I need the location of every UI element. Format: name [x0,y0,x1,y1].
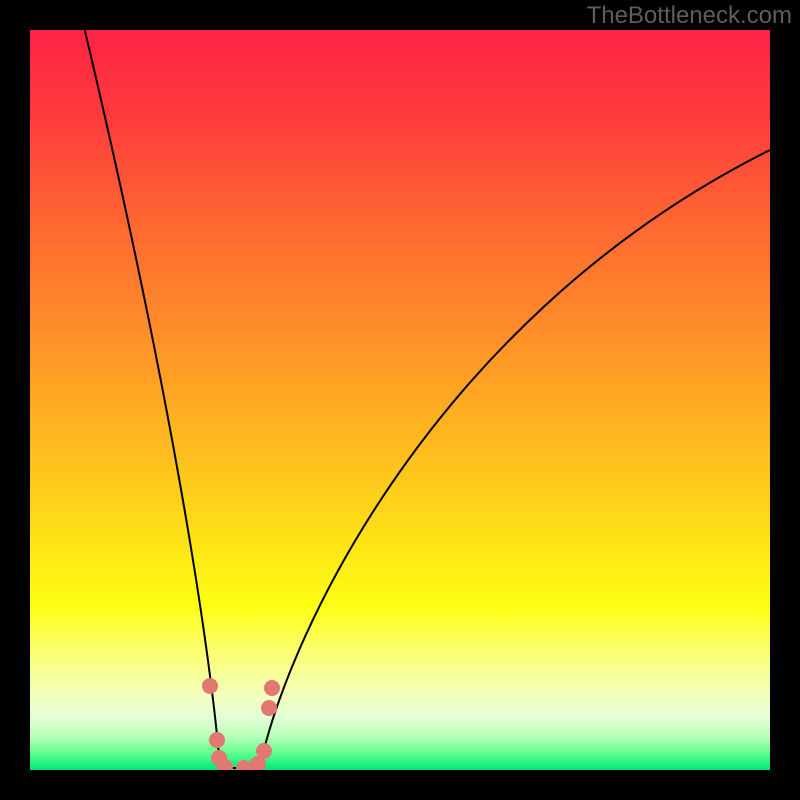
curve-marker [261,700,277,716]
curve-marker [202,678,218,694]
bottleneck-curve-chart [0,0,800,800]
curve-marker [264,680,280,696]
watermark-text: TheBottleneck.com [587,2,792,30]
curve-marker [209,732,225,748]
chart-root: TheBottleneck.com [0,0,800,800]
gradient-background [30,30,770,770]
curve-marker [256,743,272,759]
